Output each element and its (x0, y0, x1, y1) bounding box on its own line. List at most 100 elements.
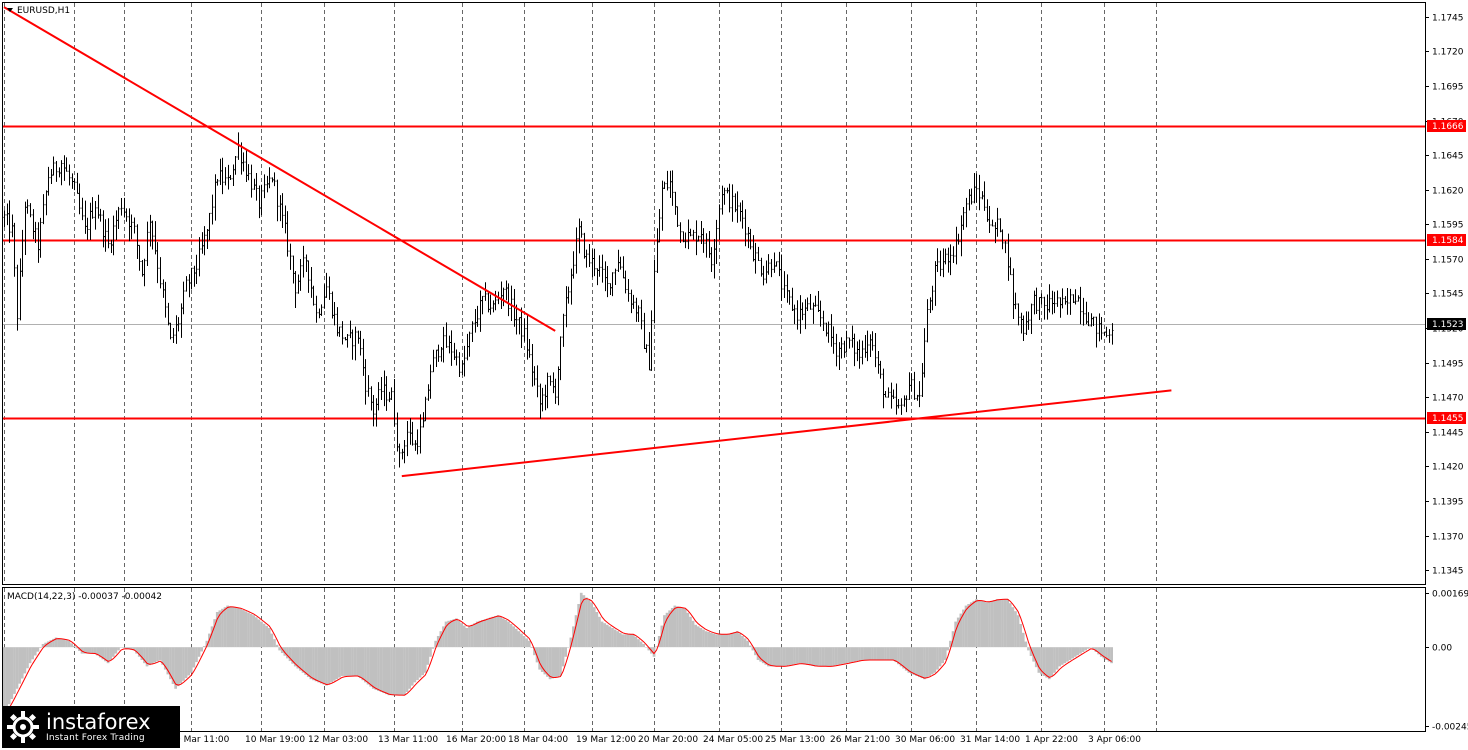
candle (364, 359, 367, 405)
candle (440, 346, 443, 362)
macd-bar (249, 613, 253, 648)
candle (102, 210, 105, 248)
macd-bar (36, 647, 40, 652)
macd-bar (330, 647, 333, 683)
trend-lines[interactable] (3, 6, 1172, 478)
macd-bar (517, 631, 521, 648)
candle (276, 179, 279, 222)
macd-bar (520, 633, 523, 648)
x-tick-label: 30 Mar 06:00 (895, 735, 955, 745)
macd-bar (772, 647, 775, 667)
candle (939, 250, 942, 277)
candle (908, 372, 911, 400)
macd-panel (2, 592, 1113, 715)
candle (63, 155, 66, 181)
macd-bar (569, 637, 573, 648)
macd-bar (756, 647, 760, 660)
macd-bar (592, 607, 596, 648)
macd-bar (676, 606, 679, 648)
candle (450, 330, 453, 366)
candle (367, 375, 370, 397)
macd-bar (62, 639, 66, 648)
macd-bar (340, 647, 344, 676)
macd-bar (709, 632, 713, 648)
candle (814, 295, 817, 307)
candle (674, 191, 677, 215)
candle (8, 200, 11, 243)
candle (247, 164, 250, 181)
candle (393, 378, 396, 427)
candle (414, 440, 417, 451)
dropdown-triangle-icon[interactable] (7, 8, 13, 12)
candle (471, 321, 474, 342)
macd-bar (912, 647, 916, 675)
macd-bar (426, 647, 430, 665)
candle (1085, 301, 1088, 325)
candle (117, 206, 120, 230)
macd-bar (202, 646, 206, 648)
macd-bar (195, 647, 198, 663)
candle (297, 274, 300, 294)
macd-bar (218, 610, 222, 648)
candle (526, 313, 529, 360)
macd-bar (707, 631, 710, 648)
candle (409, 418, 412, 445)
candle (1059, 297, 1062, 318)
candle (588, 244, 591, 268)
macd-bar (504, 619, 508, 648)
macd-bar (816, 647, 820, 667)
macd-label: MACD(14,22,3) -0.00037 -0.00042 (7, 592, 162, 602)
candle (86, 217, 89, 240)
macd-bar (915, 647, 918, 676)
macd-bar (28, 647, 32, 664)
candle (458, 352, 461, 378)
candle (344, 336, 347, 341)
macd-bar (244, 611, 248, 648)
macd-bar (616, 631, 619, 648)
candle (591, 249, 594, 278)
macd-bar (735, 631, 739, 648)
macd-bar (611, 627, 614, 648)
candle (232, 164, 235, 187)
macd-bar (1107, 647, 1111, 662)
candle (292, 255, 295, 284)
macd-bar (704, 631, 708, 648)
macd-bar (124, 647, 128, 649)
macd-bar (156, 647, 159, 662)
candle (981, 191, 984, 200)
candle (424, 396, 427, 422)
candlesticks (3, 132, 1114, 468)
macd-bar (540, 647, 544, 672)
macd-bar (215, 611, 219, 648)
macd-bar (930, 647, 934, 675)
macd-bar (527, 640, 531, 648)
macd-bar (826, 647, 830, 667)
x-tick-label: 19 Mar 12:00 (576, 735, 636, 745)
macd-bar (109, 647, 112, 660)
macd-bar (894, 647, 898, 663)
macd-bar (530, 647, 534, 648)
candle (169, 322, 172, 340)
candle (32, 209, 35, 240)
macd-bar (691, 620, 695, 648)
watermark-slogan: Instant Forex Trading (46, 733, 145, 743)
candle (710, 247, 713, 272)
macd-bar (642, 643, 645, 648)
macd-bar (2, 647, 6, 715)
macd-bar (20, 647, 24, 679)
macd-bar (746, 640, 749, 648)
candle (310, 266, 313, 298)
y-tick-label: 1.1570 (1432, 256, 1464, 266)
macd-bar (273, 639, 276, 648)
macd-bar (176, 647, 180, 687)
macd-bar (988, 601, 991, 648)
macd-bar (189, 647, 193, 673)
macd-bar (400, 647, 404, 696)
candle (1064, 296, 1067, 305)
macd-bar (275, 644, 279, 648)
candle (949, 244, 952, 276)
candle (830, 314, 833, 347)
candle (323, 284, 326, 309)
x-tick-label: 31 Mar 14:00 (960, 735, 1020, 745)
